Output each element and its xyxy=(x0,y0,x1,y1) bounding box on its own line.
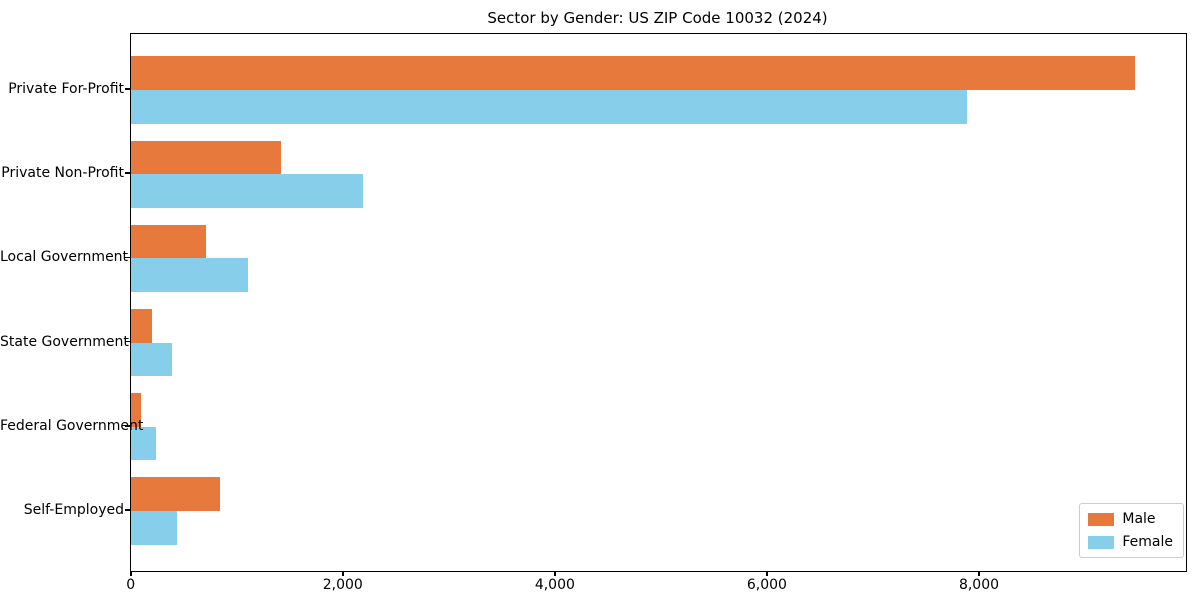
bar-female-4 xyxy=(131,342,173,377)
legend-label-male: Male xyxy=(1122,511,1156,527)
x-tick-label: 6,000 xyxy=(746,577,787,593)
x-tick-label: 0 xyxy=(126,577,136,593)
bar-female-2 xyxy=(131,174,364,208)
y-tick-mark xyxy=(125,256,130,259)
y-tick-mark xyxy=(125,425,130,427)
x-tick-mark xyxy=(342,571,344,576)
x-tick-mark xyxy=(978,571,980,576)
y-axis-label: Self-Employed xyxy=(23,502,124,518)
y-axis-label: Local Government xyxy=(0,249,129,266)
x-tick-label: 2,000 xyxy=(322,577,363,593)
bar-male-4 xyxy=(131,309,153,343)
chart-title: Sector by Gender: US ZIP Code 10032 (202… xyxy=(487,9,828,27)
y-axis-label: State Government xyxy=(0,333,129,350)
bar-male-1 xyxy=(131,56,1136,90)
x-tick-mark xyxy=(554,571,556,576)
bar-male-6 xyxy=(131,477,221,511)
y-axis-label: Private For-Profit xyxy=(8,81,124,97)
bar-female-6 xyxy=(131,511,177,545)
female-series-swatch xyxy=(1088,535,1115,549)
bar-male-5 xyxy=(131,393,141,427)
y-tick-mark xyxy=(125,509,130,511)
y-tick-mark xyxy=(125,340,130,343)
bar-female-5 xyxy=(131,426,157,461)
legend-item-female: Female xyxy=(1088,534,1173,550)
y-tick-mark xyxy=(125,172,130,174)
legend-label-female: Female xyxy=(1122,534,1173,550)
y-axis-label: Private Non-Profit xyxy=(1,165,124,182)
bar-male-2 xyxy=(131,140,281,175)
x-tick-label: 4,000 xyxy=(534,577,575,593)
bar-male-3 xyxy=(131,224,207,259)
y-axis-label: Federal Government xyxy=(0,417,144,434)
male-series-swatch xyxy=(1088,512,1115,526)
x-tick-label: 8,000 xyxy=(958,577,1000,593)
bar-female-1 xyxy=(131,90,967,124)
legend-item-male: Male xyxy=(1088,511,1173,527)
legend: Male Female xyxy=(1079,503,1184,558)
bar-female-3 xyxy=(131,258,248,292)
y-tick-mark xyxy=(125,88,130,90)
plot-area xyxy=(130,33,1187,572)
x-tick-mark xyxy=(130,571,132,576)
x-tick-mark xyxy=(766,571,768,576)
